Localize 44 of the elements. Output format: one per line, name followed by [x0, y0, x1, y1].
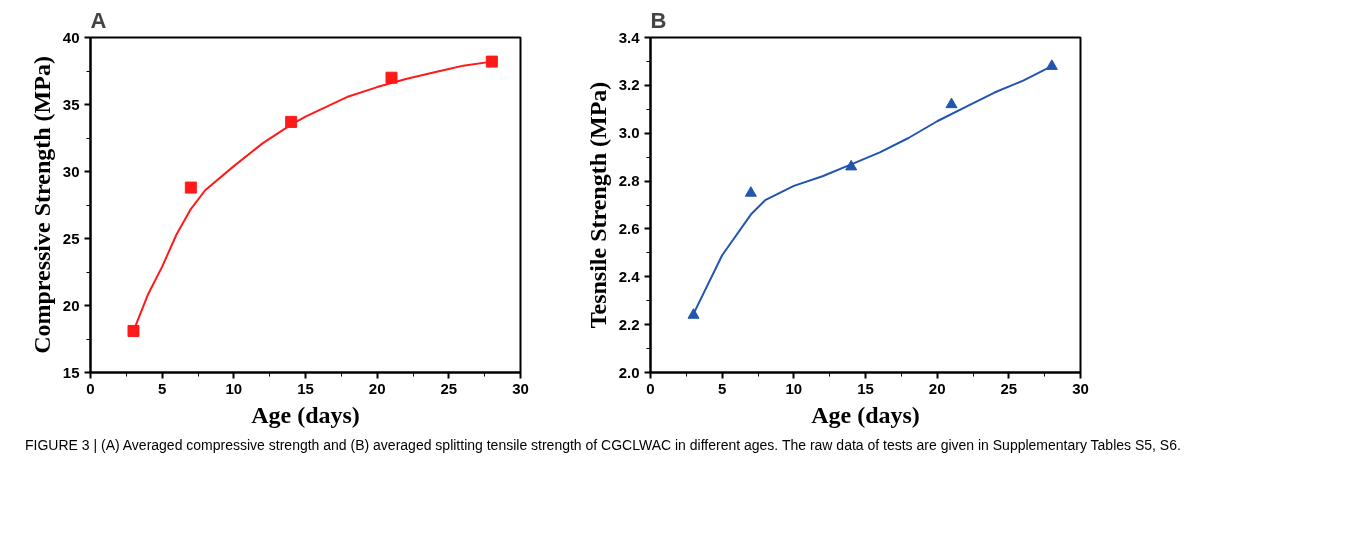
y-tick-label: 2.6 — [618, 219, 640, 237]
x-tick-label: 0 — [86, 379, 95, 397]
x-tick-label: 20 — [928, 379, 946, 397]
x-axis-title: Age (days) — [251, 401, 360, 428]
y-tick-label: 20 — [62, 296, 80, 314]
x-tick-label: 20 — [368, 379, 386, 397]
chart-title: A — [90, 7, 107, 33]
y-tick-label: 2.4 — [618, 267, 641, 285]
x-tick-label: 30 — [512, 379, 529, 397]
x-tick-label: 15 — [297, 379, 314, 397]
point — [127, 324, 140, 337]
x-tick-label: 5 — [158, 379, 167, 397]
x-tick-label: 25 — [440, 379, 458, 397]
x-tick-label: 0 — [646, 379, 655, 397]
y-tick-label: 3.2 — [618, 76, 640, 94]
x-tick-label: 25 — [1000, 379, 1018, 397]
y-axis-title: Tesnsile Strength (MPa) — [584, 81, 611, 329]
x-tick-label: 5 — [718, 379, 727, 397]
y-tick-label: 40 — [62, 28, 80, 46]
chart-title: B — [650, 7, 667, 33]
x-axis-title: Age (days) — [811, 401, 920, 428]
y-axis-title: Compressive Strength (MPa) — [28, 56, 55, 354]
y-tick-label: 2.2 — [618, 315, 640, 333]
y-tick-label: 2.8 — [618, 172, 640, 190]
x-tick-label: 15 — [857, 379, 874, 397]
y-tick-label: 25 — [62, 229, 80, 247]
y-tick-label: 30 — [62, 162, 80, 180]
point — [184, 181, 197, 194]
y-tick-label: 3.0 — [618, 124, 640, 142]
x-tick-label: 10 — [225, 379, 243, 397]
y-tick-label: 3.4 — [618, 28, 641, 46]
x-tick-label: 10 — [785, 379, 803, 397]
point — [744, 186, 757, 197]
y-tick-label: 2.0 — [618, 363, 640, 381]
x-tick-label: 30 — [1072, 379, 1089, 397]
y-tick-label: 15 — [62, 363, 80, 381]
point — [945, 97, 958, 109]
point — [385, 71, 398, 84]
point — [845, 159, 858, 171]
caption: FIGURE 3 | (A) Averaged compressive strength and (B) averaged splitting tensile strength of CGCLWAC in different ages. The raw data of tests are given in Supplementary Tables S5, S6. — [25, 436, 1181, 455]
point — [1045, 59, 1058, 70]
y-tick-label: 35 — [62, 95, 80, 113]
point — [485, 55, 498, 68]
point — [687, 308, 700, 319]
